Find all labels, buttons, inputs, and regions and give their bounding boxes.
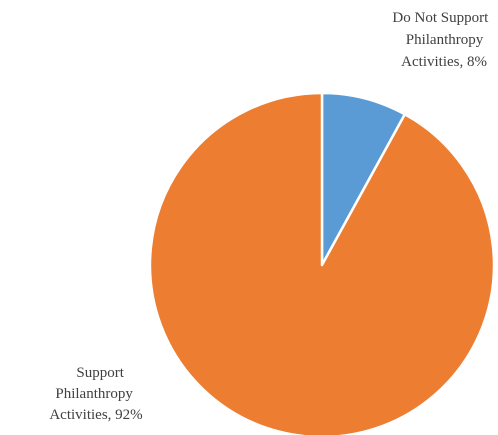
pie-slices [148, 91, 496, 435]
label-line: Philanthropy [406, 32, 484, 48]
label-line: Do Not Support [392, 10, 489, 26]
label-line: Activities, 92% [49, 407, 142, 423]
label-line: Support [76, 365, 124, 381]
slice-label-do-not-support: Do Not Support Philanthropy Activities, … [392, 10, 492, 70]
label-line: Activities, 8% [401, 54, 487, 70]
label-line: Philanthropy [55, 386, 133, 402]
pie-slice-support [148, 91, 496, 435]
slice-label-support: Support Philanthropy Activities, 92% [49, 365, 142, 423]
